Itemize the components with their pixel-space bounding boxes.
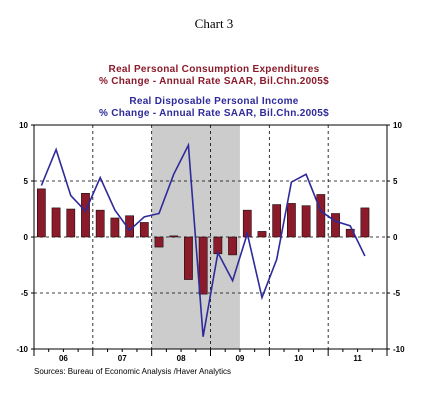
bar bbox=[139, 222, 149, 238]
x-tick-label: 10 bbox=[294, 354, 303, 363]
y-tick-label-left: -10 bbox=[16, 345, 28, 354]
subtitle-dpi-name: Real Disposable Personal Income bbox=[129, 96, 299, 107]
bar bbox=[81, 193, 90, 238]
bar bbox=[272, 204, 282, 238]
subtitle-dpi-units: % Change - Annual Rate SAAR, Bil.Chn.200… bbox=[98, 108, 330, 119]
x-tick-label: 06 bbox=[59, 354, 68, 363]
bar bbox=[36, 188, 46, 238]
y-tick-label-right: 0 bbox=[393, 233, 398, 242]
y-tick-label-left: 5 bbox=[24, 177, 29, 186]
x-tick-label: 09 bbox=[235, 354, 244, 363]
source-note: Sources: Bureau of Economic Analysis /Ha… bbox=[34, 367, 231, 376]
bar bbox=[360, 207, 370, 238]
x-tick-label: 08 bbox=[177, 354, 186, 363]
bar bbox=[51, 207, 61, 238]
subtitle-pce-units: % Change - Annual Rate SAAR, Bil.Chn.200… bbox=[98, 76, 330, 87]
y-tick-label-right: -5 bbox=[393, 289, 401, 298]
y-tick-label-left: 0 bbox=[24, 233, 29, 242]
series-line bbox=[40, 142, 366, 337]
y-tick-label-right: 5 bbox=[393, 177, 398, 186]
x-tick-label: 07 bbox=[118, 354, 127, 363]
y-tick-label-left: 10 bbox=[19, 121, 28, 130]
subtitle-pce-name: Real Personal Consumption Expenditures bbox=[108, 64, 320, 75]
bar bbox=[198, 236, 208, 295]
x-tick-label: 11 bbox=[353, 354, 362, 363]
bar bbox=[110, 217, 120, 238]
bar bbox=[66, 208, 76, 238]
bar bbox=[316, 194, 326, 238]
bar bbox=[287, 203, 296, 238]
bar bbox=[257, 231, 267, 238]
bar bbox=[331, 213, 340, 238]
bar bbox=[154, 236, 164, 248]
y-tick-label-right: 10 bbox=[393, 121, 402, 130]
bar bbox=[169, 235, 179, 238]
page-title: Chart 3 bbox=[194, 16, 234, 31]
bar bbox=[95, 209, 105, 238]
bar bbox=[184, 236, 193, 280]
y-tick-label-right: -10 bbox=[393, 345, 405, 354]
bar bbox=[228, 236, 237, 256]
y-tick-label-left: -5 bbox=[21, 289, 29, 298]
bar bbox=[301, 205, 311, 238]
